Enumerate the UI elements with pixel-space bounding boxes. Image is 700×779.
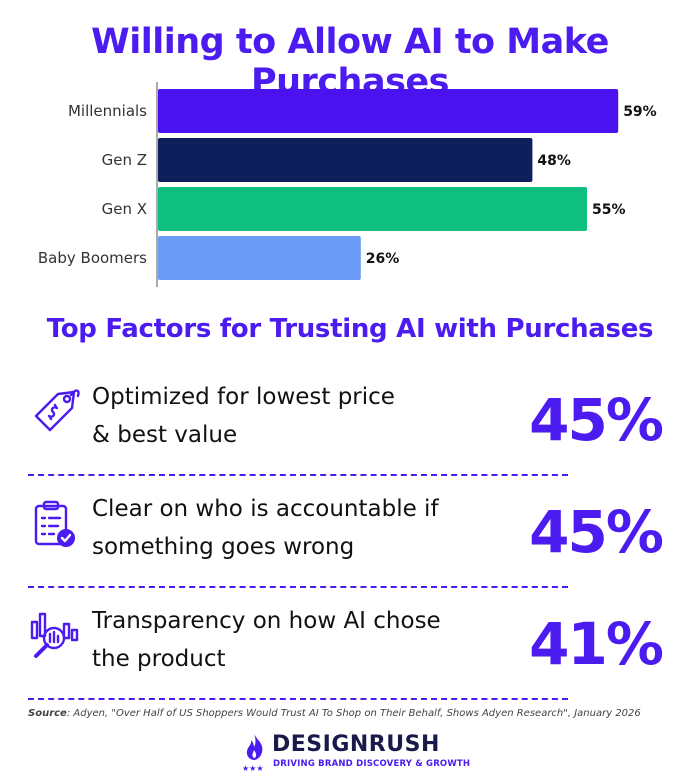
value-label: 48% <box>537 153 571 169</box>
bar-baby-boomers <box>158 236 361 280</box>
factors-title: Top Factors for Trusting AI with Purchas… <box>46 314 654 344</box>
brand-tagline: DRIVING BRAND DISCOVERY & GROWTH <box>273 759 471 769</box>
source-text: : Adyen, "Over Half of US Shoppers Would… <box>66 708 641 719</box>
factor-line-1: Clear on who is accountable if <box>92 496 439 522</box>
price-tag-icon <box>28 384 82 438</box>
factor-text: Transparency on how AI chose the product <box>92 602 512 678</box>
factor-text: Clear on who is accountable if something… <box>92 490 512 566</box>
brand-name: DESIGNRUSH <box>272 732 440 757</box>
category-label: Baby Boomers <box>38 249 147 267</box>
factor-line-1: Transparency on how AI chose <box>92 608 441 634</box>
factor-line-2: something goes wrong <box>92 534 355 560</box>
divider <box>28 586 568 588</box>
bar-gen-z <box>158 138 533 182</box>
factor-line-2: the product <box>92 646 226 672</box>
factor-percent: 41% <box>529 610 664 678</box>
category-label: Gen Z <box>102 151 147 169</box>
svg-text:★★★: ★★★ <box>242 764 264 773</box>
brand-logo: ★★★ DESIGNRUSH DRIVING BRAND DISCOVERY &… <box>240 732 480 776</box>
factor-percent: 45% <box>529 386 664 454</box>
factor-percent: 45% <box>529 498 664 566</box>
category-label: Gen X <box>102 200 147 218</box>
magnifier-chart-icon <box>28 608 82 662</box>
factor-text: Optimized for lowest price & best value <box>92 378 512 454</box>
chart-title: Willing to Allow AI to Make Purchases <box>91 22 609 102</box>
value-label: 55% <box>592 202 626 218</box>
flame-logo-icon: ★★★ <box>240 732 268 774</box>
source-label: Source <box>28 708 67 719</box>
value-label: 26% <box>366 251 400 267</box>
bar-millennials <box>158 89 619 133</box>
factor-line-1: Optimized for lowest price <box>92 384 395 410</box>
factor-item-price: Optimized for lowest price & best value … <box>28 370 678 482</box>
factor-item-accountability: Clear on who is accountable if something… <box>28 482 678 594</box>
value-label: 59% <box>623 104 657 120</box>
bar-gen-x <box>158 187 587 231</box>
factor-item-transparency: Transparency on how AI chose the product… <box>28 594 678 706</box>
source-note: Source: Adyen, "Over Half of US Shoppers… <box>28 708 641 719</box>
factor-line-2: & best value <box>92 422 238 448</box>
divider <box>28 698 568 700</box>
bar-chart-area: Millennials 59% Gen Z 48% Gen X 55% Baby Boome… <box>0 80 700 295</box>
category-label: Millennials <box>68 102 147 120</box>
divider <box>28 474 568 476</box>
bar-chart: Millennials 59% Gen Z 48% Gen X 55% Baby Boome… <box>38 82 657 287</box>
clipboard-check-icon <box>28 496 82 550</box>
